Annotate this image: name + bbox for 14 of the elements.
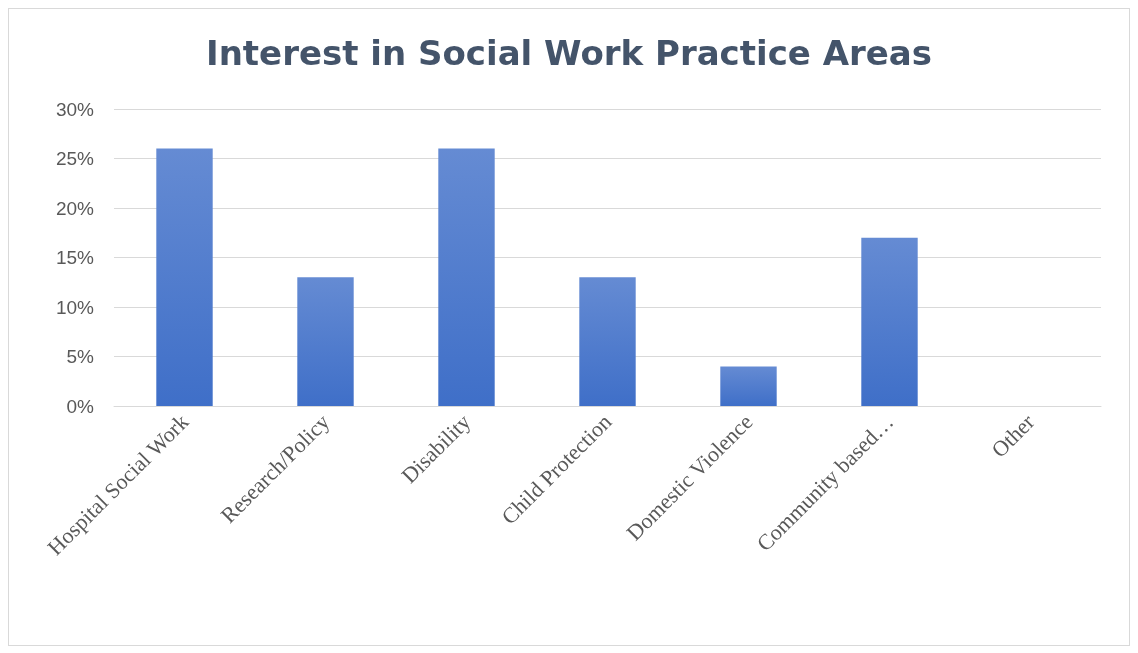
bar [156, 148, 213, 406]
bar [438, 148, 495, 406]
bar [297, 277, 354, 406]
y-tick-label: 25% [55, 148, 95, 169]
y-tick-label: 0% [66, 395, 95, 417]
bar [579, 277, 636, 406]
y-tick-label: 20% [55, 197, 95, 219]
chart-title: Interest in Social Work Practice Areas [205, 33, 933, 73]
bar [720, 366, 777, 406]
y-tick-label: 30% [55, 98, 95, 120]
y-tick-label: 5% [66, 346, 95, 367]
y-tick-label: 10% [55, 296, 95, 318]
bar [861, 237, 918, 406]
y-tick-label: 15% [55, 247, 95, 268]
